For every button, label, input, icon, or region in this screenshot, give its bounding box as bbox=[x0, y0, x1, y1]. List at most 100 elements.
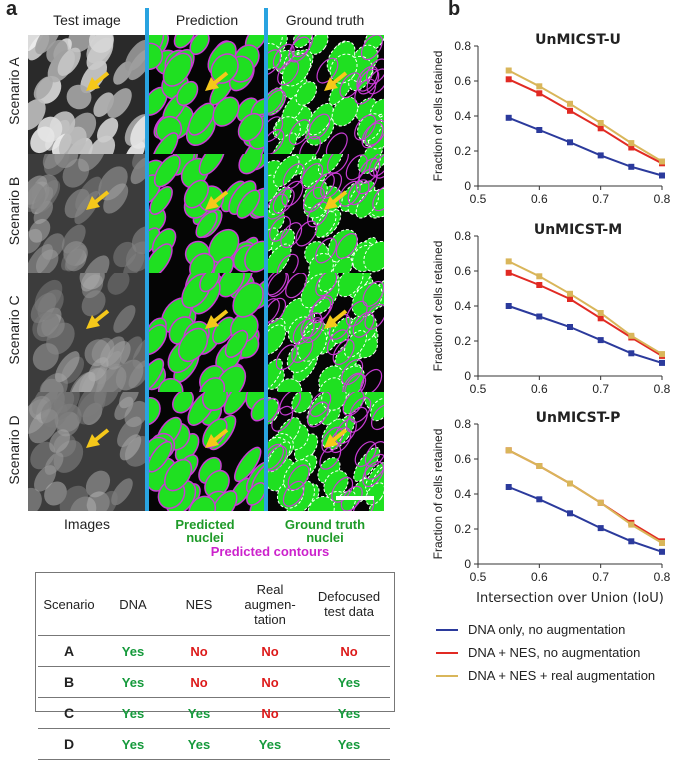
row-nes: Yes bbox=[166, 697, 232, 729]
gt-tile bbox=[266, 154, 384, 273]
row-dna: Yes bbox=[100, 635, 166, 667]
arrow-icon bbox=[86, 309, 110, 329]
data-point bbox=[536, 273, 543, 280]
x-tick-label: 0.7 bbox=[592, 570, 609, 584]
header-defocused-line: Defocused bbox=[317, 589, 381, 604]
row-label-scenario-b: Scenario B bbox=[6, 176, 22, 246]
data-point bbox=[659, 172, 665, 179]
column-divider bbox=[145, 8, 149, 511]
row-nes: No bbox=[166, 666, 232, 698]
data-point bbox=[505, 484, 512, 490]
gt-tile bbox=[266, 35, 384, 154]
data-point bbox=[536, 313, 543, 320]
data-point bbox=[597, 120, 604, 126]
y-axis-label: Fraction of cells retained bbox=[431, 51, 445, 182]
series-line bbox=[508, 305, 663, 364]
data-point bbox=[567, 324, 573, 330]
raw-tile bbox=[28, 392, 146, 511]
y-tick-label: 0.2 bbox=[454, 334, 471, 348]
legend-label: DNA + NES, no augmentation bbox=[468, 645, 641, 660]
x-tick-label: 0.7 bbox=[592, 192, 609, 206]
y-tick-label: 0.8 bbox=[454, 417, 471, 431]
data-point bbox=[628, 350, 635, 357]
row-real: Yes bbox=[232, 728, 308, 760]
header-tation-line: tation bbox=[254, 611, 286, 627]
row-defocused: Yes bbox=[308, 697, 390, 729]
x-tick-label: 0.8 bbox=[654, 382, 671, 396]
series-line bbox=[508, 260, 663, 355]
x-tick-label: 0.6 bbox=[531, 570, 548, 584]
header-testdata-line: test data bbox=[324, 604, 374, 619]
y-tick-label: 0.6 bbox=[454, 264, 471, 278]
images-label: Images bbox=[64, 516, 110, 532]
data-point bbox=[567, 480, 573, 487]
arrow-icon bbox=[205, 309, 229, 329]
data-point bbox=[659, 351, 665, 358]
header-dna: DNA bbox=[100, 573, 166, 636]
y-tick-label: 0.4 bbox=[454, 109, 471, 123]
data-point bbox=[505, 447, 512, 454]
gt-tile bbox=[266, 273, 384, 392]
table-row: A Yes No No No bbox=[38, 635, 390, 667]
y-axis-label: Fraction of cells retained bbox=[431, 241, 445, 372]
header-scenario: Scenario bbox=[38, 573, 100, 636]
pred-tile bbox=[147, 392, 265, 511]
x-tick-label: 0.7 bbox=[592, 382, 609, 396]
x-tick-label: 0.8 bbox=[654, 570, 671, 584]
row-scenario: C bbox=[38, 697, 100, 729]
legend-item-dna-nes-real: DNA + NES + real augmentation bbox=[436, 668, 655, 683]
row-label-scenario-d: Scenario D bbox=[6, 415, 22, 485]
data-point bbox=[536, 463, 543, 469]
data-point bbox=[505, 76, 512, 83]
arrow-icon bbox=[205, 428, 229, 448]
table-header-row: Scenario DNA NES Real augmen- tation Def… bbox=[38, 573, 390, 636]
x-axis-label: Intersection over Union (IoU) bbox=[476, 591, 664, 606]
header-real-line: Real bbox=[256, 581, 284, 597]
raw-tile bbox=[28, 35, 146, 154]
legend-swatch bbox=[436, 651, 458, 654]
data-point bbox=[567, 100, 573, 107]
scale-bar bbox=[336, 496, 374, 500]
table-row: B Yes No No Yes bbox=[38, 666, 390, 698]
legend-label: DNA only, no augmentation bbox=[468, 622, 626, 637]
x-tick-label: 0.6 bbox=[531, 382, 548, 396]
row-real: No bbox=[232, 697, 308, 729]
header-real-augmentation: Real augmen- tation bbox=[232, 573, 308, 636]
x-tick-label: 0.6 bbox=[531, 192, 548, 206]
arrow-icon bbox=[324, 71, 348, 91]
x-tick-label: 0.5 bbox=[470, 570, 487, 584]
y-tick-label: 0.8 bbox=[454, 229, 471, 243]
y-tick-label: 0 bbox=[464, 557, 471, 571]
data-point bbox=[597, 152, 604, 159]
data-point bbox=[536, 496, 543, 503]
image-grid bbox=[28, 8, 384, 511]
arrow-icon bbox=[205, 190, 229, 210]
row-defocused: Yes bbox=[308, 666, 390, 698]
data-point bbox=[597, 125, 604, 132]
data-point bbox=[567, 510, 573, 517]
y-tick-label: 0.2 bbox=[454, 144, 471, 158]
row-dna: Yes bbox=[100, 728, 166, 760]
pred-tile bbox=[147, 154, 265, 273]
data-point bbox=[659, 158, 665, 165]
data-point bbox=[505, 114, 512, 121]
series-line bbox=[508, 271, 663, 357]
raw-tile bbox=[28, 154, 146, 273]
legend-item-dna-nes: DNA + NES, no augmentation bbox=[436, 645, 640, 660]
row-real: No bbox=[232, 666, 308, 698]
data-point bbox=[567, 290, 573, 297]
scenario-table: Scenario DNA NES Real augmen- tation Def… bbox=[38, 573, 390, 760]
ground-truth-nuclei-label: Ground truth nuclei bbox=[284, 517, 366, 545]
predicted-nuclei-label: Predicted nuclei bbox=[175, 517, 235, 545]
data-point bbox=[567, 296, 573, 302]
gt-tile bbox=[266, 392, 384, 511]
x-tick-label: 0.5 bbox=[470, 192, 487, 206]
data-point bbox=[597, 525, 604, 532]
arrow-icon bbox=[324, 309, 348, 329]
series-line bbox=[508, 69, 663, 163]
column-header-test-image: Test image bbox=[53, 12, 121, 28]
data-point bbox=[659, 548, 665, 555]
header-augmen-line: augmen- bbox=[244, 596, 296, 612]
row-real: No bbox=[232, 635, 308, 667]
y-tick-label: 0.4 bbox=[454, 299, 471, 313]
